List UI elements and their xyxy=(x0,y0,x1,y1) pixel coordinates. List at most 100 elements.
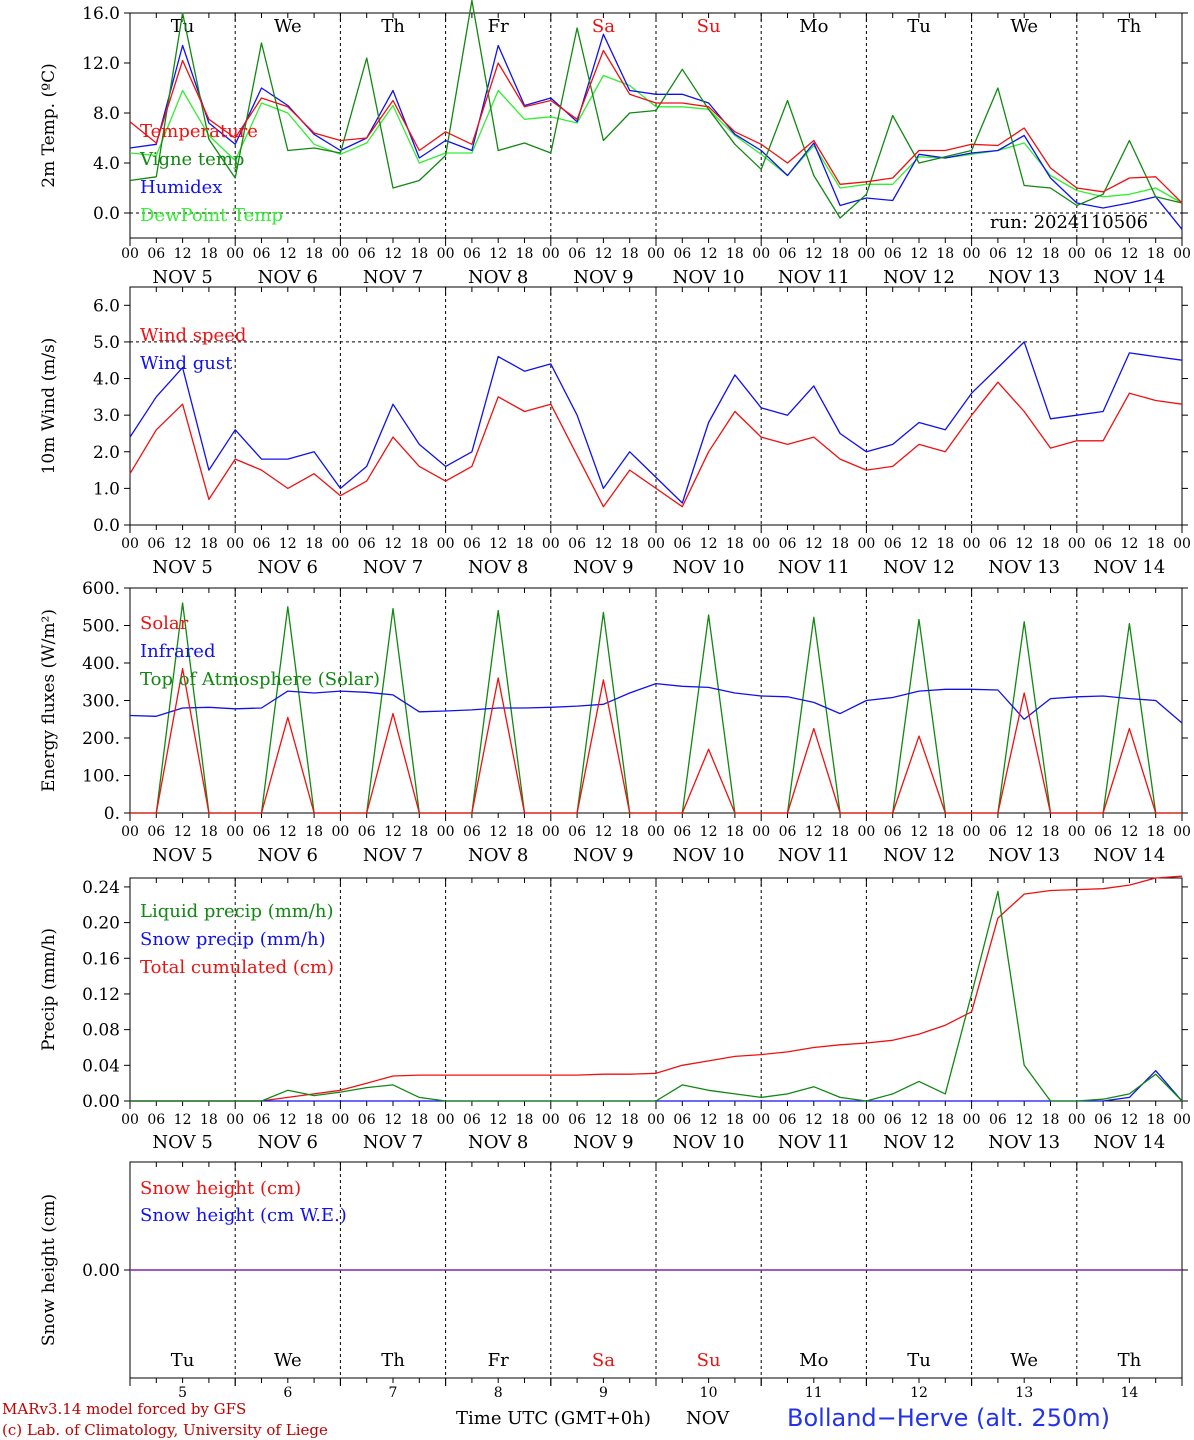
weekday-label: Mo xyxy=(799,16,828,37)
day-number-label: 7 xyxy=(389,1385,398,1401)
legend-entry: Liquid precip (mm/h) xyxy=(140,901,334,922)
x-date-label: NOV 9 xyxy=(573,267,633,288)
x-hour-label: 12 xyxy=(910,824,928,840)
y-tick-label: 6.0 xyxy=(93,296,120,316)
x-hour-label: 12 xyxy=(384,1112,402,1128)
y-axis-label: Precip (mm/h) xyxy=(39,928,59,1051)
x-hour-label: 00 xyxy=(752,536,770,552)
x-hour-label: 00 xyxy=(226,246,244,262)
x-hour-label: 06 xyxy=(884,246,902,262)
x-hour-label: 18 xyxy=(831,824,849,840)
day-number-label: 10 xyxy=(700,1385,718,1401)
x-hour-label: 18 xyxy=(305,246,323,262)
y-tick-label: 0.20 xyxy=(82,914,120,934)
x-hour-label: 06 xyxy=(568,536,586,552)
x-hour-label: 12 xyxy=(594,1112,612,1128)
x-hour-label: 12 xyxy=(174,536,192,552)
panel-frame xyxy=(129,12,1183,239)
x-hour-label: 00 xyxy=(542,1112,560,1128)
y-tick-label: 12.0 xyxy=(82,54,120,74)
x-hour-label: 12 xyxy=(805,824,823,840)
x-date-label: NOV 6 xyxy=(258,845,318,866)
x-date-label: NOV 12 xyxy=(883,1132,955,1153)
x-hour-label: 00 xyxy=(857,246,875,262)
x-hour-label: 00 xyxy=(437,246,455,262)
x-date-label: NOV 9 xyxy=(573,1132,633,1153)
legend-entry: Snow precip (mm/h) xyxy=(140,929,326,950)
x-hour-label: 00 xyxy=(226,536,244,552)
x-date-label: NOV 5 xyxy=(152,267,212,288)
x-hour-label: 18 xyxy=(305,824,323,840)
x-date-label: NOV 8 xyxy=(468,267,528,288)
y-tick-label: 400. xyxy=(82,654,120,674)
x-hour-label: 18 xyxy=(831,1112,849,1128)
weekday-label: We xyxy=(274,1350,302,1371)
x-hour-label: 18 xyxy=(1042,536,1060,552)
x-date-label: NOV 13 xyxy=(988,1132,1060,1153)
y-axis-label: Snow height (cm) xyxy=(39,1194,59,1346)
x-hour-label: 00 xyxy=(647,246,665,262)
x-hour-label: 18 xyxy=(936,246,954,262)
panel-frame xyxy=(129,286,1183,526)
x-hour-label: 00 xyxy=(647,824,665,840)
x-hour-label: 18 xyxy=(200,824,218,840)
x-hour-label: 12 xyxy=(700,824,718,840)
legend-entry: Top of Atmosphere (Solar) xyxy=(140,669,380,690)
x-hour-label: 06 xyxy=(358,536,376,552)
x-hour-label: 06 xyxy=(884,824,902,840)
x-hour-label: 00 xyxy=(857,536,875,552)
x-hour-label: 00 xyxy=(437,824,455,840)
x-hour-label: 18 xyxy=(1147,536,1165,552)
y-tick-label: 0.00 xyxy=(82,1261,120,1281)
legend-entry: DewPoint Temp xyxy=(140,205,283,226)
y-tick-label: 600. xyxy=(82,579,120,599)
x-hour-label: 12 xyxy=(174,1112,192,1128)
x-hour-label: 12 xyxy=(174,246,192,262)
x-hour-label: 00 xyxy=(121,1112,139,1128)
x-hour-label: 12 xyxy=(700,536,718,552)
y-tick-label: 100. xyxy=(82,767,120,787)
x-hour-label: 18 xyxy=(305,1112,323,1128)
x-date-label: NOV 11 xyxy=(778,267,850,288)
x-hour-label: 06 xyxy=(253,824,271,840)
x-hour-label: 06 xyxy=(253,536,271,552)
weekday-label: Sa xyxy=(592,1350,615,1371)
x-hour-label: 06 xyxy=(568,246,586,262)
x-hour-label: 00 xyxy=(542,824,560,840)
x-hour-label: 00 xyxy=(437,536,455,552)
y-tick-label: 3.0 xyxy=(93,406,120,426)
x-hour-label: 12 xyxy=(1015,246,1033,262)
x-hour-label: 18 xyxy=(410,246,428,262)
y-tick-label: 500. xyxy=(82,617,120,637)
legend-entry: Wind speed xyxy=(140,325,246,346)
x-hour-label: 00 xyxy=(963,536,981,552)
footer-model: MARv3.14 model forced by GFS xyxy=(2,1400,246,1418)
y-tick-label: 4.0 xyxy=(93,154,120,174)
x-hour-label: 00 xyxy=(121,824,139,840)
x-hour-label: 06 xyxy=(568,824,586,840)
x-hour-label: 12 xyxy=(384,536,402,552)
x-hour-label: 06 xyxy=(253,246,271,262)
x-hour-label: 06 xyxy=(673,536,691,552)
x-hour-label: 12 xyxy=(384,824,402,840)
footer-credit: (c) Lab. of Climatology, University of L… xyxy=(2,1421,328,1439)
x-hour-label: 06 xyxy=(1094,824,1112,840)
x-hour-label: 18 xyxy=(410,536,428,552)
x-hour-label: 00 xyxy=(121,536,139,552)
x-hour-label: 00 xyxy=(331,1112,349,1128)
x-hour-label: 12 xyxy=(489,1112,507,1128)
x-date-label: NOV 14 xyxy=(1093,557,1165,578)
x-hour-label: 06 xyxy=(673,824,691,840)
x-hour-label: 00 xyxy=(1068,246,1086,262)
x-hour-label: 00 xyxy=(226,824,244,840)
x-hour-label: 12 xyxy=(279,824,297,840)
series-line-total-cumulated-cm- xyxy=(130,875,1183,1102)
day-number-label: 5 xyxy=(178,1385,187,1401)
x-hour-label: 06 xyxy=(147,536,165,552)
x-hour-label: 00 xyxy=(437,1112,455,1128)
x-axis-unit: NOV xyxy=(686,1408,730,1429)
x-hour-label: 00 xyxy=(331,536,349,552)
day-number-label: 14 xyxy=(1120,1385,1138,1401)
x-hour-label: 12 xyxy=(1015,536,1033,552)
